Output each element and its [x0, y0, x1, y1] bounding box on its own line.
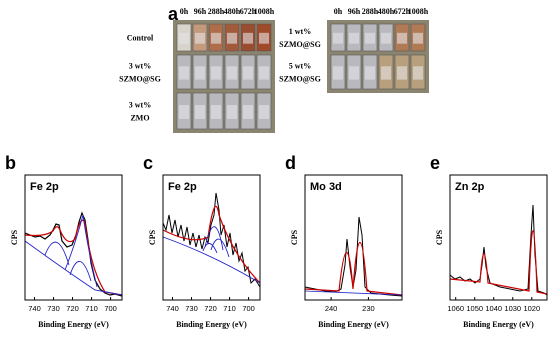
plot-frame — [304, 174, 403, 301]
panel-label: c — [143, 153, 153, 173]
photo-grid: 1 wt% SZMO@SG 5 wt% SZMO@SG — [279, 20, 429, 93]
specimen-scribe — [227, 32, 237, 44]
x-tick-label: 240 — [325, 304, 338, 313]
x-tick-label: 1040 — [485, 304, 502, 313]
x-tick-label: 1030 — [504, 304, 521, 313]
spectrum-title: Mo 3d — [310, 181, 342, 193]
plot-frame — [449, 174, 548, 301]
specimen-scribe — [243, 66, 253, 80]
specimen-scribe — [259, 105, 269, 119]
spectrum-b — [24, 211, 123, 297]
specimen-scribe — [365, 66, 375, 80]
x-axis-label: Binding Energy (eV) — [176, 320, 247, 329]
time-label: 1008h — [408, 7, 429, 16]
time-label: 96h — [348, 7, 361, 16]
x-tick-label: 1020 — [523, 304, 540, 313]
panel-label: e — [430, 153, 440, 173]
specimen-scribe — [413, 32, 423, 44]
specimen-scribe — [243, 32, 253, 44]
x-tick-label: 230 — [362, 304, 375, 313]
specimen-scribe — [211, 105, 221, 119]
specimen-scribe — [365, 32, 375, 44]
sample-label: 1 wt% — [289, 27, 311, 36]
specimen-scribe — [413, 66, 423, 80]
sample-label: 3 wt% — [129, 62, 151, 71]
panel-label: d — [285, 153, 296, 173]
specimen-scribe — [381, 32, 391, 44]
sample-label: Control — [127, 34, 154, 43]
specimen-scribe — [179, 32, 189, 44]
spectrum-title: Fe 2p — [168, 181, 197, 193]
time-label: 672h — [240, 7, 257, 16]
time-label: 1008h — [254, 7, 275, 16]
sample-label: 5 wt% — [289, 62, 311, 71]
sample-label: 3 wt% — [129, 101, 151, 110]
time-label: 480h — [224, 7, 241, 16]
x-tick-label: 740 — [28, 304, 41, 313]
specimen-scribe — [227, 66, 237, 80]
spectrum-c — [162, 192, 261, 288]
x-tick-label: 730 — [185, 304, 198, 313]
y-axis-label: CPS — [290, 229, 299, 245]
spectrum-title: Zn 2p — [455, 181, 485, 193]
specimen-scribe — [211, 32, 221, 44]
panel-label: b — [5, 153, 16, 173]
photo-grid: Control 3 wt% SZMO@SG 3 wt% ZMO — [119, 20, 275, 133]
y-axis-label: CPS — [148, 229, 157, 245]
y-axis-label: CPS — [10, 229, 19, 245]
plot-frame — [24, 174, 123, 301]
x-axis-label: Binding Energy (eV) — [318, 320, 389, 329]
y-axis-label: CPS — [435, 229, 444, 245]
specimen-scribe — [195, 66, 205, 80]
x-tick-label: 720 — [66, 304, 79, 313]
sample-label: SZMO@SG — [279, 40, 321, 49]
specimen-scribe — [195, 105, 205, 119]
specimen-scribe — [179, 66, 189, 80]
specimen-scribe — [349, 32, 359, 44]
specimen-scribe — [259, 66, 269, 80]
time-label: 288h — [362, 7, 379, 16]
sample-label: ZMO — [130, 114, 149, 123]
specimen-scribe — [333, 66, 343, 80]
x-tick-label: 710 — [85, 304, 98, 313]
specimen-scribe — [349, 66, 359, 80]
plot-frame — [162, 174, 261, 301]
x-tick-label: 1060 — [447, 304, 464, 313]
time-label: 0h — [334, 7, 343, 16]
specimen-scribe — [227, 105, 237, 119]
x-tick-label: 710 — [223, 304, 236, 313]
time-label: 672h — [394, 7, 411, 16]
specimen-scribe — [397, 66, 407, 80]
sample-label: SZMO@SG — [119, 75, 161, 84]
x-tick-label: 1050 — [466, 304, 483, 313]
x-tick-label: 720 — [204, 304, 217, 313]
x-tick-label: 700 — [104, 304, 117, 313]
specimen-scribe — [397, 32, 407, 44]
x-tick-label: 700 — [242, 304, 255, 313]
x-tick-label: 740 — [166, 304, 179, 313]
time-label: 288h — [208, 7, 225, 16]
time-label: 96h — [194, 7, 207, 16]
time-label: 480h — [378, 7, 395, 16]
specimen-scribe — [211, 66, 221, 80]
spectrum-e — [449, 204, 548, 296]
specimen-scribe — [381, 66, 391, 80]
sample-label: SZMO@SG — [279, 75, 321, 84]
spectrum-title: Fe 2p — [30, 181, 59, 193]
specimen-scribe — [243, 105, 253, 119]
specimen-scribe — [259, 32, 269, 44]
specimen-scribe — [179, 105, 189, 119]
x-axis-label: Binding Energy (eV) — [38, 320, 109, 329]
x-axis-label: Binding Energy (eV) — [463, 320, 534, 329]
panel-label: a — [168, 4, 179, 24]
specimen-scribe — [195, 32, 205, 44]
x-tick-label: 730 — [47, 304, 60, 313]
spectrum-d — [304, 216, 403, 297]
specimen-scribe — [333, 32, 343, 44]
time-label: 0h — [180, 7, 189, 16]
